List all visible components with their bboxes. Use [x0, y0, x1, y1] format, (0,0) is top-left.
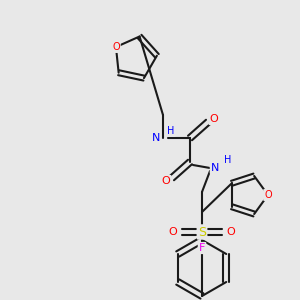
Text: F: F	[199, 243, 205, 253]
Text: O: O	[162, 176, 170, 186]
Text: O: O	[264, 190, 272, 200]
Text: S: S	[198, 226, 206, 238]
Text: O: O	[169, 227, 177, 237]
Text: N: N	[211, 163, 219, 173]
Text: H: H	[167, 126, 175, 136]
Text: O: O	[226, 227, 236, 237]
Text: O: O	[210, 114, 218, 124]
Text: N: N	[152, 133, 160, 143]
Text: H: H	[224, 155, 232, 165]
Text: O: O	[112, 42, 120, 52]
